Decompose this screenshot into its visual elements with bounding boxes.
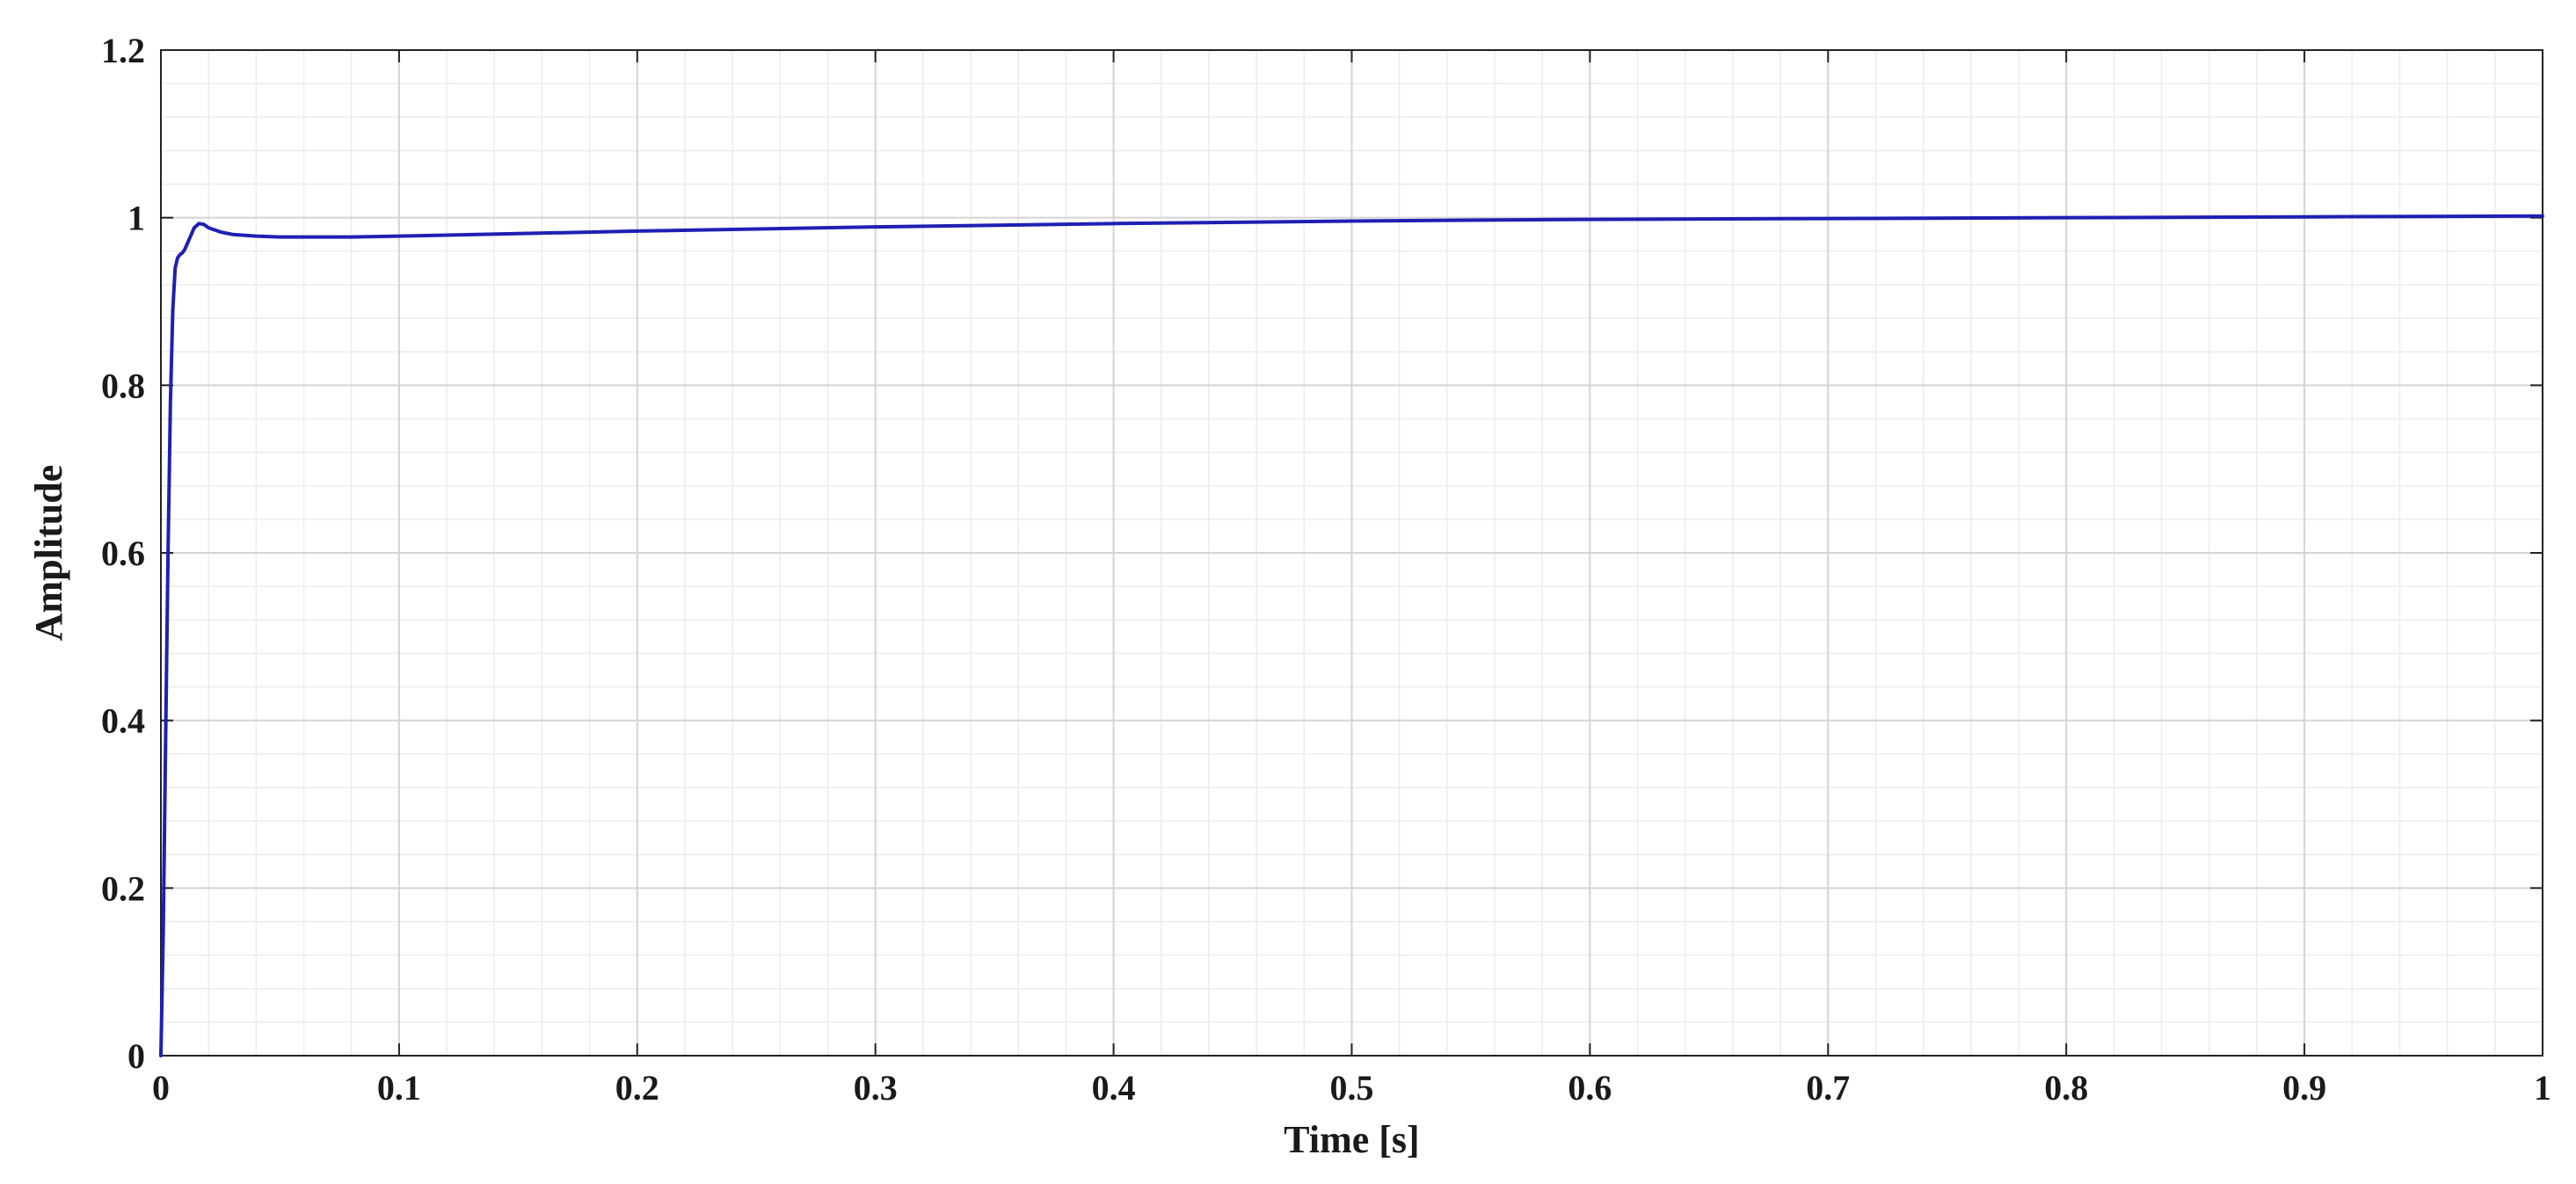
y-tick-label: 1 xyxy=(127,199,145,238)
x-tick-label: 0.1 xyxy=(377,1068,421,1108)
y-tick-label: 0.2 xyxy=(101,868,145,908)
x-tick-label: 0 xyxy=(152,1068,170,1108)
x-tick-label: 1 xyxy=(2534,1068,2551,1108)
y-axis-label: Amplitude xyxy=(27,465,70,641)
x-tick-label: 0.4 xyxy=(1092,1068,1136,1108)
series-line xyxy=(159,214,2544,1057)
y-tick-label: 1.2 xyxy=(101,31,145,70)
x-tick-label: 0.6 xyxy=(1568,1068,1612,1108)
y-tick-label: 0 xyxy=(127,1036,145,1076)
y-axis-ticks: 0 0.2 0.4 0.6 0.8 1 1.2 xyxy=(101,31,2543,1076)
x-tick-label: 0.7 xyxy=(1806,1068,1850,1108)
x-axis-label: Time [s] xyxy=(1284,1118,1419,1161)
y-tick-label: 0.6 xyxy=(101,534,145,573)
x-tick-label: 0.2 xyxy=(615,1068,659,1108)
x-tick-label: 0.3 xyxy=(854,1068,898,1108)
series-layer xyxy=(159,214,2544,1057)
x-tick-label: 0.9 xyxy=(2282,1068,2326,1108)
y-tick-label: 0.8 xyxy=(101,366,145,405)
major-grid xyxy=(161,50,2543,1056)
x-axis-ticks: 0 0.1 0.2 0.3 0.4 0.5 0.6 0.7 0.8 0.9 1 xyxy=(152,50,2551,1108)
y-tick-label: 0.4 xyxy=(101,701,145,741)
x-tick-label: 0.5 xyxy=(1330,1068,1374,1108)
x-tick-label: 0.8 xyxy=(2044,1068,2088,1108)
